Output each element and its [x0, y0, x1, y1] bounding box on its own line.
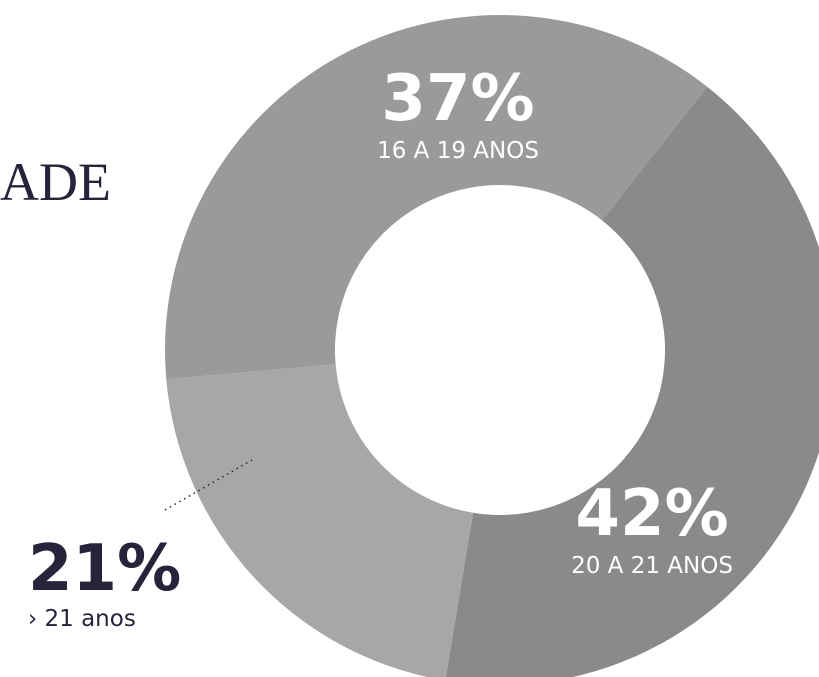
slice: [445, 86, 819, 677]
category-label: › 21 anos: [28, 606, 136, 632]
labels: 37%16 A 19 ANOS 42%20 A 21 ANOS 21%› 21 an…: [28, 62, 733, 632]
value-label: 21%: [28, 532, 181, 606]
slice: [165, 15, 708, 380]
value-label: 42%: [575, 477, 728, 551]
slice: [166, 364, 474, 677]
category-label: 20 A 21 ANOS: [571, 553, 733, 579]
category-label: 16 A 19 ANOS: [377, 138, 539, 164]
leader-line: [164, 459, 253, 511]
donut: [165, 15, 819, 677]
chart-title: ADE: [0, 152, 111, 212]
value-label: 37%: [381, 62, 534, 136]
